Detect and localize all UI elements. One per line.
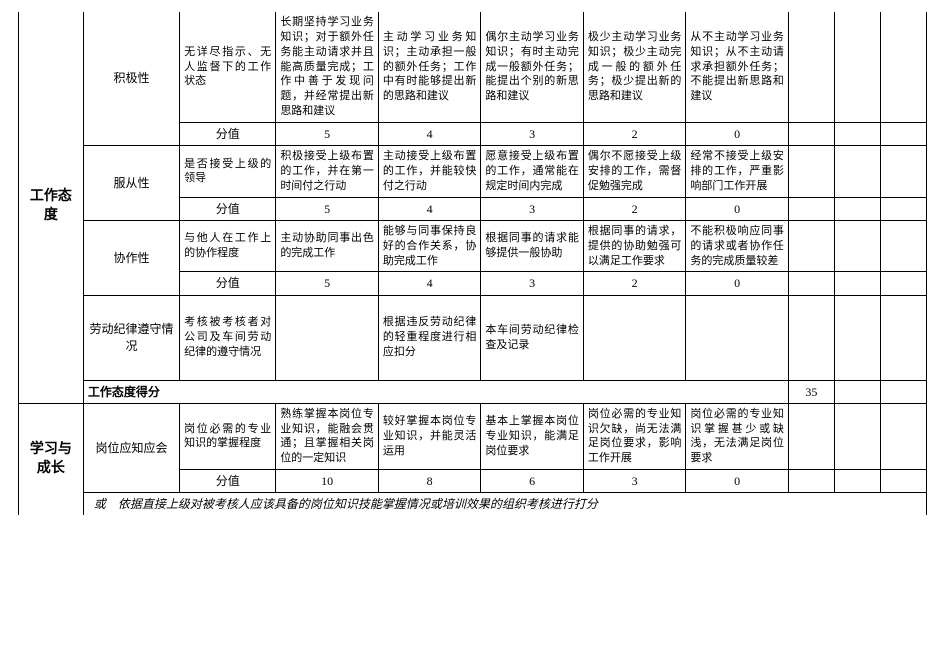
sub-gangweiyingzhi: 岗位应知应会 [83, 403, 179, 493]
blank-cell [788, 197, 834, 220]
gwyz-criteria: 岗位必需的专业知识的掌握程度 [180, 403, 276, 469]
blank-cell [834, 470, 880, 493]
jjx-level-2: 极少主动学习业务知识；极少主动完成一般的额外任务；极少提出新的思路和建议 [583, 12, 686, 122]
blank-cell [880, 197, 926, 220]
attitude-subtotal-value: 35 [788, 380, 834, 403]
blank-cell [880, 403, 926, 469]
fcx-criteria: 是否接受上级的领导 [180, 146, 276, 198]
sub-laodongjilv: 劳动纪律遵守情况 [83, 295, 179, 380]
score-label: 分值 [180, 197, 276, 220]
blank-cell [880, 380, 926, 403]
blank-cell [834, 197, 880, 220]
gwyz-level-8: 较好掌握本岗位专业知识，并能灵活运用 [378, 403, 481, 469]
blank-cell [788, 12, 834, 122]
gwyz-level-6: 基本上掌握本岗位专业知识，能满足岗位要求 [481, 403, 584, 469]
fcx-score-3: 3 [481, 197, 584, 220]
blank-cell [788, 272, 834, 295]
jjx-level-3: 偶尔主动学习业务知识；有时主动完成一般额外任务；能提出个别的新思路和建议 [481, 12, 584, 122]
blank-cell [788, 146, 834, 198]
blank-cell [834, 220, 880, 272]
sub-jijixing: 积极性 [83, 12, 179, 146]
fcx-score-4: 4 [378, 197, 481, 220]
blank-cell [880, 122, 926, 145]
fcx-level-4: 主动接受上级布置的工作，并能较快付之行动 [378, 146, 481, 198]
xzx-score-2: 2 [583, 272, 686, 295]
fcx-score-0: 0 [686, 197, 789, 220]
xzx-score-4: 4 [378, 272, 481, 295]
blank-cell [788, 122, 834, 145]
learning-footnote: 或 依据直接上级对被考核人应该具备的岗位知识技能掌握情况或培训效果的组织考核进行… [83, 493, 926, 516]
jjx-level-0: 从不主动学习业务知识；从不主动请求承担额外任务；不能提出新思路和建议 [686, 12, 789, 122]
gwyz-score-0: 0 [686, 470, 789, 493]
blank-cell [880, 272, 926, 295]
gwyz-level-10: 熟练掌握本岗位专业知识，能融会贯通；且掌握相关岗位的一定知识 [276, 403, 379, 469]
blank-cell [834, 272, 880, 295]
fcx-level-5: 积极接受上级布置的工作，并在第一时间付之行动 [276, 146, 379, 198]
sub-xiezuoxing: 协作性 [83, 220, 179, 295]
blank-cell [276, 295, 379, 380]
gwyz-level-0: 岗位必需的专业知识掌握甚少或缺浅，无法满足岗位要求 [686, 403, 789, 469]
blank-cell [834, 12, 880, 122]
blank-cell [788, 295, 834, 380]
blank-cell [788, 403, 834, 469]
gwyz-score-3: 3 [583, 470, 686, 493]
xzx-level-0: 不能积极响应同事的请求或者协作任务的完成质量较差 [686, 220, 789, 272]
gwyz-score-6: 6 [481, 470, 584, 493]
gwyz-level-3: 岗位必需的专业知识欠缺，尚无法满足岗位要求，影响工作开展 [583, 403, 686, 469]
category-work-attitude: 工作态度 [19, 12, 84, 403]
xzx-criteria: 与他人在工作上的协作程度 [180, 220, 276, 272]
blank-cell [686, 295, 789, 380]
blank-cell [880, 12, 926, 122]
blank-cell [880, 146, 926, 198]
blank-cell [880, 220, 926, 272]
ldjl-note-deduction: 根据违反劳动纪律的轻重程度进行相应扣分 [378, 295, 481, 380]
jjx-score-4: 4 [378, 122, 481, 145]
fcx-level-2: 偶尔不愿接受上级安排的工作，需督促勉强完成 [583, 146, 686, 198]
blank-cell [788, 470, 834, 493]
xzx-level-5: 主动协助同事出色的完成工作 [276, 220, 379, 272]
xzx-score-0: 0 [686, 272, 789, 295]
jjx-score-3: 3 [481, 122, 584, 145]
score-label: 分值 [180, 272, 276, 295]
jjx-score-2: 2 [583, 122, 686, 145]
fcx-score-2: 2 [583, 197, 686, 220]
blank-cell [834, 122, 880, 145]
xzx-level-3: 根据同事的请求能够提供一般协助 [481, 220, 584, 272]
ldjl-criteria: 考核被考核者对公司及车间劳动纪律的遵守情况 [180, 295, 276, 380]
attitude-subtotal-label: 工作态度得分 [83, 380, 788, 403]
gwyz-score-8: 8 [378, 470, 481, 493]
jjx-score-5: 5 [276, 122, 379, 145]
blank-cell [788, 220, 834, 272]
fcx-score-5: 5 [276, 197, 379, 220]
blank-cell [880, 470, 926, 493]
score-label: 分值 [180, 470, 276, 493]
xzx-level-2: 根据同事的请求，提供的协助勉强可以满足工作要求 [583, 220, 686, 272]
blank-cell [834, 146, 880, 198]
sub-fucongxing: 服从性 [83, 146, 179, 221]
blank-cell [834, 380, 880, 403]
xzx-score-3: 3 [481, 272, 584, 295]
fcx-level-3: 愿意接受上级布置的工作，通常能在规定时间内完成 [481, 146, 584, 198]
jjx-score-0: 0 [686, 122, 789, 145]
jjx-level-5: 长期坚持学习业务知识；对于额外任务能主动请求并且能高质量完成；工作中善于发现问题… [276, 12, 379, 122]
blank-cell [880, 295, 926, 380]
jjx-criteria: 无详尽指示、无人监督下的工作状态 [180, 12, 276, 122]
xzx-score-5: 5 [276, 272, 379, 295]
xzx-level-4: 能够与同事保持良好的合作关系，协助完成工作 [378, 220, 481, 272]
blank-cell [834, 295, 880, 380]
ldjl-note-record: 本车间劳动纪律检查及记录 [481, 295, 584, 380]
gwyz-score-10: 10 [276, 470, 379, 493]
fcx-level-0: 经常不接受上级安排的工作，严重影响部门工作开展 [686, 146, 789, 198]
blank-cell [834, 403, 880, 469]
blank-cell [583, 295, 686, 380]
jjx-level-4: 主动学习业务知识；主动承担一般的额外任务；工作中有时能够提出新的思路和建议 [378, 12, 481, 122]
score-label: 分值 [180, 122, 276, 145]
category-learning-growth: 学习与成长 [19, 403, 84, 515]
